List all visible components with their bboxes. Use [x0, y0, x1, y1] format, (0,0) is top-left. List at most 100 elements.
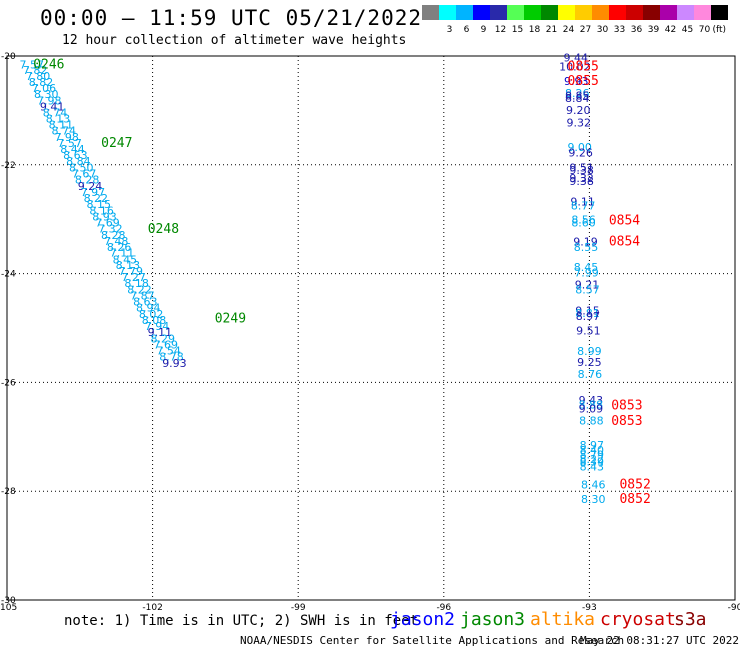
time-label: 0855	[568, 60, 599, 75]
colorbar-label: 18	[529, 25, 541, 35]
colorbar-swatch	[490, 5, 507, 20]
data-point-label: 8.50	[69, 161, 94, 174]
data-point-label: 7.99	[574, 266, 599, 279]
data-point-label: 8.22	[580, 453, 605, 466]
colorbar-label: 33	[614, 25, 625, 35]
x-tick-label: -93	[582, 603, 597, 613]
data-point-label: 8.82	[29, 76, 54, 89]
data-point-label: 10.02	[559, 61, 591, 74]
data-point-label: 7.98	[54, 131, 79, 144]
data-point-label: 9.00	[567, 141, 592, 154]
colorbar-label: 36	[631, 25, 643, 35]
data-point-label: 7.06	[32, 82, 57, 95]
legend-cryosat: cryosat	[600, 609, 676, 630]
time-label: 0246	[33, 58, 64, 73]
data-point-label: 8.63	[133, 296, 158, 309]
data-point-label: 9.21	[575, 278, 600, 291]
data-point-label: 9.41	[40, 100, 65, 113]
plot-frame	[6, 55, 736, 601]
time-label: 0852	[619, 492, 650, 507]
colorbar-label: 3	[447, 25, 453, 35]
data-point-label: 9.32	[566, 117, 591, 130]
colorbar-swatch	[558, 5, 575, 20]
data-point-label: 8.79	[580, 449, 605, 462]
time-label: 0249	[215, 312, 246, 327]
colorbar-label: 39	[648, 25, 660, 35]
data-point-label: 9.09	[579, 402, 604, 415]
legend-altika: altika	[530, 609, 596, 630]
data-point-label: 8.18	[124, 277, 149, 290]
y-tick-label: -30	[1, 596, 16, 606]
time-label: 0247	[101, 136, 132, 151]
y-tick-label: -26	[1, 378, 16, 388]
data-point-label: 7.79	[119, 265, 144, 278]
data-point-label: 9.26	[568, 147, 593, 160]
data-point-label: 8.99	[577, 345, 602, 358]
colorbar-swatch	[592, 5, 609, 20]
data-point-label: 9.93	[162, 357, 187, 370]
data-point-label: 7.32	[98, 222, 123, 235]
colorbar-label: 12	[495, 25, 506, 35]
colorbar-label: 42	[665, 25, 676, 35]
data-point-label: 9.93	[564, 75, 589, 88]
data-point-label: 8.11	[49, 118, 74, 131]
data-point-label: 8.39	[580, 456, 605, 469]
colorbar-swatch	[643, 5, 660, 20]
x-tick-label: -105	[0, 603, 17, 613]
data-point-label: 8.22	[84, 192, 109, 205]
data-point-label: 9.38	[569, 175, 594, 188]
legend-jason2: jason2	[390, 609, 456, 630]
y-tick-label: -22	[1, 161, 16, 171]
data-point-label: 8.26	[565, 87, 590, 100]
data-point-label: 8.46	[581, 478, 606, 491]
x-tick-label: -99	[291, 603, 306, 613]
chart-subtitle: 12 hour collection of altimeter wave hei…	[62, 33, 407, 48]
time-label: 0854	[609, 214, 640, 229]
data-point-label: 8.08	[142, 314, 167, 327]
data-point-label: 9.24	[78, 180, 103, 193]
data-point-label: 8.44	[60, 143, 85, 156]
data-point-label: 8.93	[92, 210, 117, 223]
data-point-label: 8.45	[113, 253, 138, 266]
colorbar-swatch	[507, 5, 524, 20]
data-point-label: 7.67	[72, 167, 97, 180]
data-point-label: 8.02	[139, 308, 164, 321]
colorbar-label: 15	[512, 25, 523, 35]
colorbar-swatch	[575, 5, 592, 20]
data-point-label: 7.82	[23, 64, 48, 77]
data-point-label: 9.20	[566, 104, 591, 117]
data-point-label: 7.57	[57, 137, 82, 150]
data-point-label: 8.13	[46, 112, 71, 125]
data-point-label: 8.74	[43, 106, 68, 119]
data-point-label: 8.76	[578, 368, 603, 381]
time-label: 0853	[611, 414, 642, 429]
data-point-label: 8.63	[63, 149, 88, 162]
data-point-label: 8.55	[574, 241, 599, 254]
colorbar-swatch	[660, 5, 677, 20]
colorbar-label: 9	[481, 25, 487, 35]
data-point-label: 8.26	[107, 241, 132, 254]
data-point-label: 9.43	[579, 394, 604, 407]
data-point-label: 8.88	[579, 399, 604, 412]
data-point-label: 8.22	[127, 284, 152, 297]
data-point-label: 9.44	[564, 51, 589, 64]
data-point-label: 7.11	[110, 247, 135, 260]
colorbar-swatch	[422, 5, 439, 20]
data-point-label: 8.81	[575, 307, 600, 320]
colorbar-label: 6	[464, 25, 470, 35]
data-point-label: 8.84	[66, 155, 91, 168]
x-tick-label: -102	[142, 603, 162, 613]
colorbar-label: 27	[580, 25, 591, 35]
data-point-label: 8.29	[151, 333, 176, 346]
time-label: 0853	[611, 399, 642, 414]
x-tick-label: -96	[436, 603, 451, 613]
colorbar-label: 45	[682, 25, 693, 35]
data-point-label: 7.94	[145, 320, 170, 333]
data-point-label: 8.28	[101, 229, 126, 242]
data-point-label: 8.84	[565, 92, 590, 105]
data-point-label: 9.51	[569, 161, 594, 174]
time-label: 0854	[609, 234, 640, 249]
chart-title: 00:00 – 11:59 UTC 05/21/2022	[40, 6, 423, 30]
colorbar-swatch	[677, 5, 694, 20]
